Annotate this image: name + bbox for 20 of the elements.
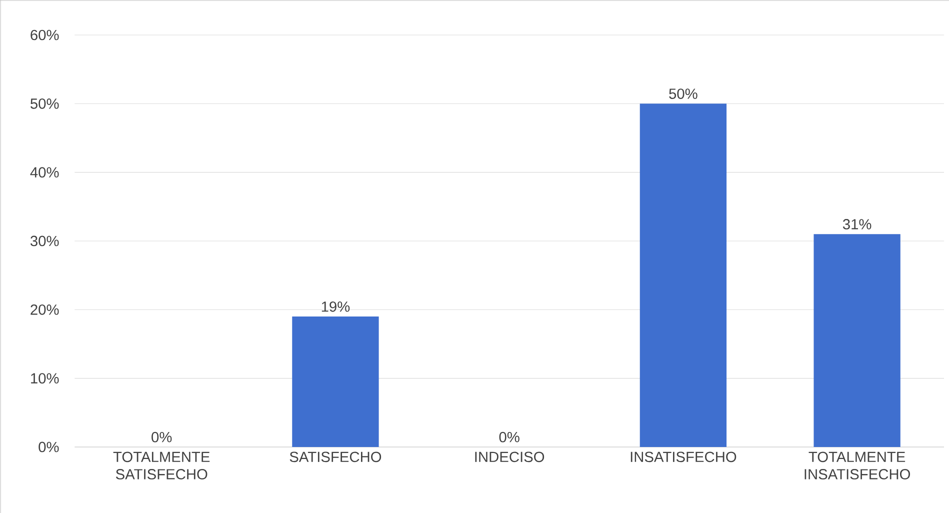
data-label: 19% (322, 301, 350, 312)
x-tick-label: INDECISO (475, 452, 544, 462)
x-tick-label: TOTALMENTE SATISFECHO (113, 452, 210, 480)
data-label: 0% (152, 432, 172, 442)
y-tick-label: 10% (31, 373, 59, 384)
x-tick-label: TOTALMENTE INSATISFECHO (804, 452, 910, 480)
x-tick-label: INSATISFECHO (630, 452, 736, 462)
y-tick-label: 50% (30, 98, 59, 109)
x-tick-label: SATISFECHO (290, 452, 382, 462)
data-label: 0% (499, 432, 520, 442)
bar (814, 234, 900, 447)
bar (640, 104, 727, 447)
bar (292, 316, 379, 447)
data-label: 50% (669, 88, 698, 99)
y-tick-label: 40% (30, 167, 59, 178)
y-tick-label: 60% (30, 30, 59, 40)
data-label: 31% (842, 219, 872, 230)
y-tick-label: 0% (38, 442, 59, 452)
y-tick-label: 30% (30, 236, 59, 246)
y-tick-label: 20% (30, 304, 59, 315)
